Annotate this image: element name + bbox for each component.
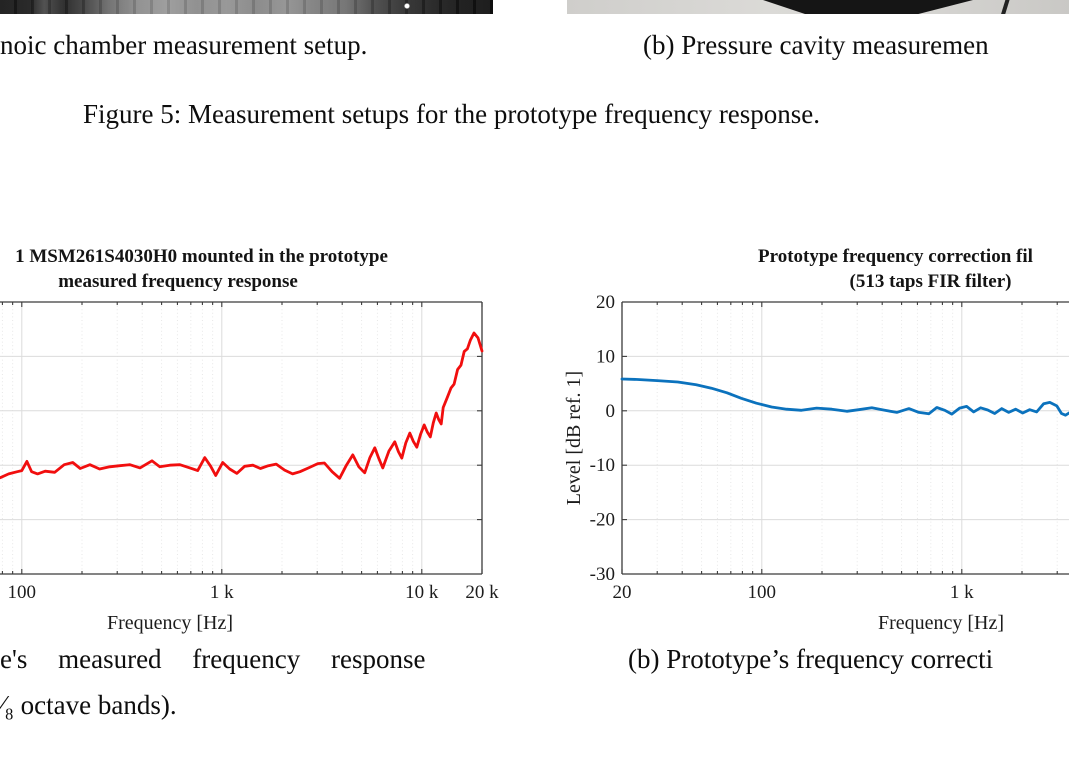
photo-anechoic-chamber [0,0,493,14]
svg-text:100: 100 [8,582,37,603]
chart-a-measured-frequency-response: 100 1 k 10 k 20 k Frequency [Hz] [0,301,499,634]
svg-text:10 k: 10 k [405,582,439,603]
svg-text:0: 0 [606,401,616,422]
svg-text:-20: -20 [590,510,615,531]
svg-text:20: 20 [613,582,632,603]
chart-b-title-line2: (513 taps FIR filter) [849,271,1012,292]
photo-pressure-cavity [567,0,1069,14]
svg-text:-10: -10 [590,455,615,476]
figure5-caption: Figure 5: Measurement setups for the pro… [83,99,821,129]
pressure-cavity-device-shape [763,0,973,14]
subcaption-a-anechoic: noic chamber measurement setup. [0,30,368,60]
svg-text:1 k: 1 k [210,582,234,603]
svg-text:1 k: 1 k [950,582,974,603]
svg-text:20 k: 20 k [465,582,499,603]
chart-a-title-line1: 1 MSM261S4030H0 mounted in the prototype [15,246,388,267]
chart-a-title-line2: measured frequency response [58,271,298,292]
svg-text:100: 100 [748,582,777,603]
subcaption-b-result: (b) Prototype’s frequency correcti [628,644,994,674]
subcaption-a-result-line1: e's measured frequency response [0,644,426,674]
svg-text:20: 20 [596,292,615,313]
chart-b-title-line1: Prototype frequency correction fil [758,246,1033,267]
svg-text:Frequency [Hz]: Frequency [Hz] [878,612,1004,634]
subcaption-b-pressure-cavity: (b) Pressure cavity measuremen [643,30,989,60]
subcaption-a-result-line2: ⁄₈ octave bands). [0,690,177,720]
svg-text:Level [dB ref. 1]: Level [dB ref. 1] [563,371,585,505]
svg-text:10: 10 [596,346,615,367]
microphone-cable-shape [999,0,1011,14]
svg-text:Frequency [Hz]: Frequency [Hz] [107,612,233,634]
svg-text:-30: -30 [590,564,615,585]
